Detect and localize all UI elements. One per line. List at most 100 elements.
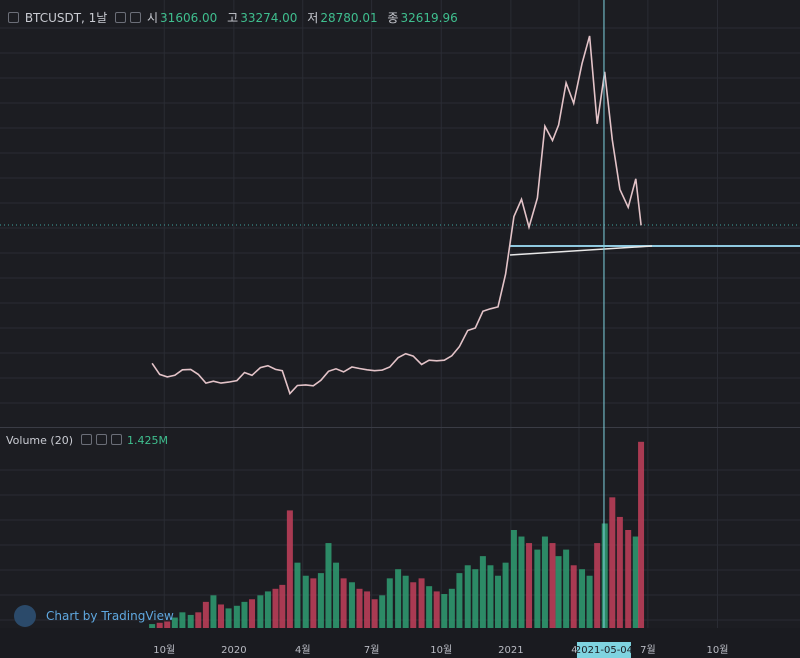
volume-bar bbox=[179, 612, 186, 628]
ohlc-label: 시 bbox=[147, 11, 159, 25]
volume-bar bbox=[570, 565, 577, 628]
marks bbox=[149, 35, 645, 628]
x-tick-label: 10월 bbox=[707, 644, 729, 656]
volume-legend: Volume (20) 1.425M bbox=[6, 434, 174, 447]
volume-bar bbox=[241, 601, 248, 628]
x-tick-label: 7월 bbox=[640, 644, 656, 656]
volume-bar bbox=[594, 543, 601, 628]
volume-bar bbox=[526, 543, 533, 628]
volume-bar bbox=[601, 523, 608, 628]
volume-bar bbox=[518, 536, 525, 628]
legend: BTCUSDT, 1날 시 31606.00 고 33274.00 저 28780.0… bbox=[6, 9, 464, 26]
volume-bar bbox=[502, 562, 509, 628]
volume-bar bbox=[433, 591, 440, 628]
volume-bar bbox=[310, 578, 317, 628]
volume-bar bbox=[202, 601, 209, 628]
volume-bar bbox=[264, 591, 271, 628]
volume-bar bbox=[379, 595, 386, 628]
volume-bar bbox=[479, 556, 486, 628]
volume-bar bbox=[510, 530, 517, 628]
volume-bar bbox=[371, 599, 378, 628]
volume-bar bbox=[441, 594, 448, 628]
volume-bar bbox=[218, 604, 225, 628]
volume-bar bbox=[555, 556, 562, 628]
volume-bar bbox=[549, 543, 556, 628]
volume-bar bbox=[632, 536, 639, 628]
volume-bar bbox=[418, 578, 425, 628]
volume-bar bbox=[187, 614, 194, 628]
symbol: BTCUSDT, 1날 bbox=[24, 11, 108, 25]
watermark[interactable]: Chart by TradingView bbox=[14, 605, 174, 627]
volume-bar bbox=[325, 543, 332, 628]
settings-icon[interactable] bbox=[115, 12, 127, 23]
x-tick-label: 4월 bbox=[295, 644, 311, 656]
volume-bar bbox=[638, 441, 645, 628]
volume-bar bbox=[294, 562, 301, 628]
volume-bar bbox=[340, 578, 347, 628]
volume-bar bbox=[426, 586, 433, 628]
watermark-text: Chart by TradingView bbox=[46, 609, 174, 623]
x-tick-label: 2021 bbox=[498, 645, 523, 656]
drawn-line bbox=[509, 245, 653, 256]
volume-bar bbox=[609, 497, 616, 628]
grid bbox=[0, 0, 800, 628]
ohlc-label: 종 bbox=[387, 11, 399, 25]
volume-bar bbox=[272, 588, 279, 628]
ohlc-value: 32619.96 bbox=[400, 11, 458, 25]
ohlc-value: 31606.00 bbox=[160, 11, 218, 25]
volume-bar bbox=[487, 565, 494, 628]
collapse-icon[interactable] bbox=[8, 12, 19, 23]
volume-bar bbox=[149, 624, 156, 628]
volume-bar bbox=[302, 575, 309, 628]
volume-bar bbox=[464, 565, 471, 628]
volume-bar bbox=[402, 575, 409, 628]
crosshair-label-bg bbox=[576, 642, 631, 658]
volume-bar bbox=[348, 582, 355, 628]
crosshair-label: 2021-05-04 bbox=[575, 645, 633, 656]
volume-bar bbox=[257, 595, 264, 628]
ohlc-value: 28780.01 bbox=[320, 11, 378, 25]
price-line bbox=[151, 35, 642, 396]
volume-bar bbox=[625, 530, 632, 628]
volume-bar bbox=[563, 549, 570, 628]
volume-bar bbox=[249, 599, 256, 628]
settings-icon[interactable] bbox=[95, 434, 107, 445]
volume-title: Volume (20) bbox=[6, 434, 73, 447]
volume-bar bbox=[448, 588, 455, 628]
volume-bar bbox=[456, 573, 463, 628]
ohlc-label: 고 bbox=[227, 11, 239, 25]
volume-bar bbox=[164, 621, 171, 628]
volume-bar bbox=[410, 582, 417, 628]
volume-bar bbox=[279, 584, 286, 628]
logo bbox=[14, 605, 36, 627]
volume-bar bbox=[472, 569, 479, 628]
close-icon[interactable] bbox=[110, 434, 122, 445]
close-icon[interactable] bbox=[130, 12, 142, 23]
volume-bar bbox=[233, 605, 240, 628]
volume-bar bbox=[534, 549, 541, 628]
x-tick-label: 7월 bbox=[364, 644, 380, 656]
volume-bar bbox=[616, 516, 623, 628]
ohlc-label: 저 bbox=[307, 11, 319, 25]
volume-bar bbox=[195, 612, 202, 628]
volume-bar bbox=[333, 562, 340, 628]
volume-bar bbox=[317, 573, 324, 628]
volume-bar bbox=[586, 575, 593, 628]
volume-bar bbox=[395, 569, 402, 628]
volume-bar bbox=[210, 595, 217, 628]
volume-bar bbox=[364, 591, 371, 628]
volume-bar bbox=[579, 569, 586, 628]
volume-bar bbox=[286, 510, 293, 628]
volume-bar bbox=[225, 608, 232, 628]
volume-bar bbox=[495, 575, 502, 628]
volume-bar bbox=[156, 622, 163, 628]
volume-bar bbox=[356, 588, 363, 628]
eye-icon[interactable] bbox=[80, 434, 92, 445]
volume-bar bbox=[386, 578, 393, 628]
volume-bar bbox=[171, 617, 178, 628]
volume-bar bbox=[541, 536, 548, 628]
x-tick-label: 10월 bbox=[430, 644, 452, 656]
